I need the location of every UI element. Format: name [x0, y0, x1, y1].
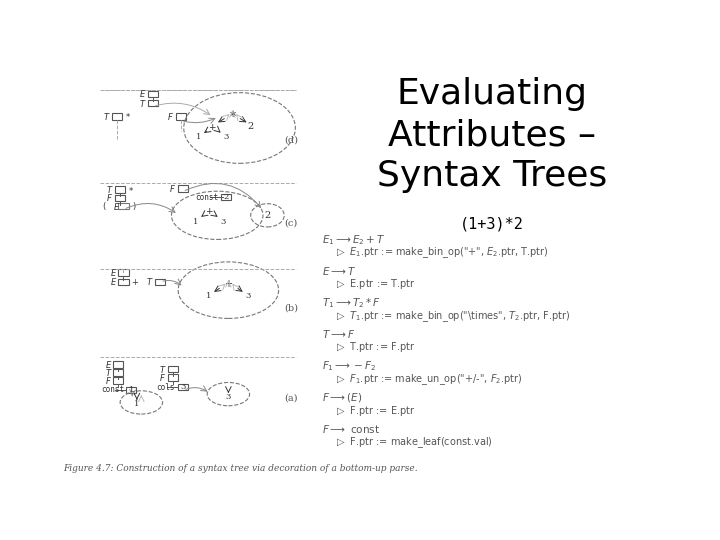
Bar — [114, 361, 124, 368]
Text: $E$: $E$ — [140, 89, 147, 99]
Text: $*$: $*$ — [125, 112, 131, 120]
Text: $\triangleright$  E.ptr := T.ptr: $\triangleright$ E.ptr := T.ptr — [336, 277, 415, 291]
Text: $\triangleright$  F.ptr := make_leaf(const.val): $\triangleright$ F.ptr := make_leaf(cons… — [336, 435, 492, 450]
Bar — [221, 194, 231, 200]
Text: (1+3)*2: (1+3)*2 — [460, 217, 523, 232]
Text: $T$: $T$ — [158, 363, 166, 375]
Text: $F \longrightarrow ( E )$: $F \longrightarrow ( E )$ — [322, 391, 362, 404]
Text: Figure 4.7: Construction of a syntax tree via decoration of a bottom-up parse.: Figure 4.7: Construction of a syntax tre… — [63, 464, 418, 473]
Text: $T$: $T$ — [146, 276, 154, 287]
Text: (d): (d) — [284, 135, 298, 144]
Text: $+$: $+$ — [224, 279, 233, 289]
Text: (c): (c) — [284, 218, 297, 227]
Text: 2: 2 — [264, 211, 271, 220]
Text: $T \longrightarrow F$: $T \longrightarrow F$ — [322, 328, 355, 340]
Text: 2: 2 — [223, 193, 229, 201]
Text: $T_1 \longrightarrow T_2 * F$: $T_1 \longrightarrow T_2 * F$ — [322, 296, 380, 310]
Bar — [114, 369, 124, 376]
Text: 2: 2 — [248, 122, 254, 131]
Text: $T$: $T$ — [139, 98, 147, 109]
Text: $\triangleright$  $E_1$.ptr := make_bin_op("+", $E_2$.ptr, T.ptr): $\triangleright$ $E_1$.ptr := make_bin_o… — [336, 246, 548, 260]
Text: const: const — [195, 193, 218, 201]
Bar — [148, 100, 158, 106]
Bar — [178, 384, 188, 390]
Text: $E$: $E$ — [112, 201, 120, 212]
Text: 3: 3 — [246, 292, 251, 300]
Text: 1: 1 — [194, 218, 199, 226]
Bar — [119, 279, 128, 285]
Bar — [168, 374, 178, 381]
Text: $+$: $+$ — [209, 122, 217, 132]
Text: 1: 1 — [129, 386, 134, 394]
Text: 3: 3 — [223, 133, 228, 141]
Text: const: const — [101, 386, 125, 394]
Text: Evaluating
Attributes –
Syntax Trees: Evaluating Attributes – Syntax Trees — [377, 77, 607, 193]
Text: 3: 3 — [181, 383, 186, 391]
Text: cols: cols — [156, 382, 174, 392]
Text: $T$: $T$ — [104, 367, 112, 378]
Text: $F$: $F$ — [106, 192, 113, 204]
Text: (a): (a) — [284, 394, 297, 403]
Text: 1: 1 — [206, 292, 212, 300]
Text: $F$: $F$ — [168, 111, 174, 122]
Bar — [119, 269, 128, 276]
Text: $*$: $*$ — [127, 186, 134, 193]
Text: $E_1 \longrightarrow E_2 + T$: $E_1 \longrightarrow E_2 + T$ — [322, 233, 385, 247]
Bar — [112, 113, 122, 120]
Text: $F$: $F$ — [169, 183, 176, 194]
Text: $\triangleright$  F.ptr := E.ptr: $\triangleright$ F.ptr := E.ptr — [336, 404, 415, 417]
Text: $T$: $T$ — [106, 184, 113, 195]
Text: (b): (b) — [284, 303, 298, 313]
Text: $E \longrightarrow T$: $E \longrightarrow T$ — [322, 265, 356, 277]
Text: $F$: $F$ — [159, 372, 166, 383]
Text: 1: 1 — [134, 400, 140, 408]
Bar — [168, 366, 178, 373]
Bar — [114, 186, 125, 193]
Text: $+$: $+$ — [130, 277, 139, 287]
Text: $T$: $T$ — [103, 111, 111, 122]
Text: $\triangleright$  $T_1$.ptr := make_bin_op("\times", $T_2$.ptr, F.ptr): $\triangleright$ $T_1$.ptr := make_bin_o… — [336, 309, 570, 323]
Bar — [119, 203, 128, 210]
Bar — [176, 113, 186, 120]
Bar — [156, 279, 166, 285]
Bar — [178, 185, 188, 192]
Text: 1: 1 — [196, 133, 202, 141]
Text: $F_1 \longrightarrow - F_2$: $F_1 \longrightarrow - F_2$ — [322, 360, 376, 373]
Text: $\triangleright$  $F_1$.ptr := make_un_op("+/-", $F_2$.ptr): $\triangleright$ $F_1$.ptr := make_un_op… — [336, 372, 522, 387]
Bar — [114, 194, 125, 201]
Text: $F \longrightarrow$ const: $F \longrightarrow$ const — [322, 423, 379, 435]
Text: $\triangleright$  T.ptr := F.ptr: $\triangleright$ T.ptr := F.ptr — [336, 341, 415, 354]
Text: $F$: $F$ — [105, 375, 112, 386]
Text: $E$: $E$ — [109, 267, 117, 278]
Bar — [148, 91, 158, 97]
Text: $+$: $+$ — [204, 206, 213, 216]
Text: $E$: $E$ — [105, 359, 112, 370]
Text: $(\,$: $(\,$ — [102, 200, 107, 212]
Bar — [114, 377, 124, 384]
Text: $\ast$: $\ast$ — [228, 109, 237, 119]
Text: 3: 3 — [220, 218, 225, 226]
Text: $\,)$: $\,)$ — [130, 200, 137, 212]
Text: $E$: $E$ — [109, 276, 117, 287]
Bar — [126, 387, 136, 393]
Text: 3: 3 — [225, 393, 231, 401]
